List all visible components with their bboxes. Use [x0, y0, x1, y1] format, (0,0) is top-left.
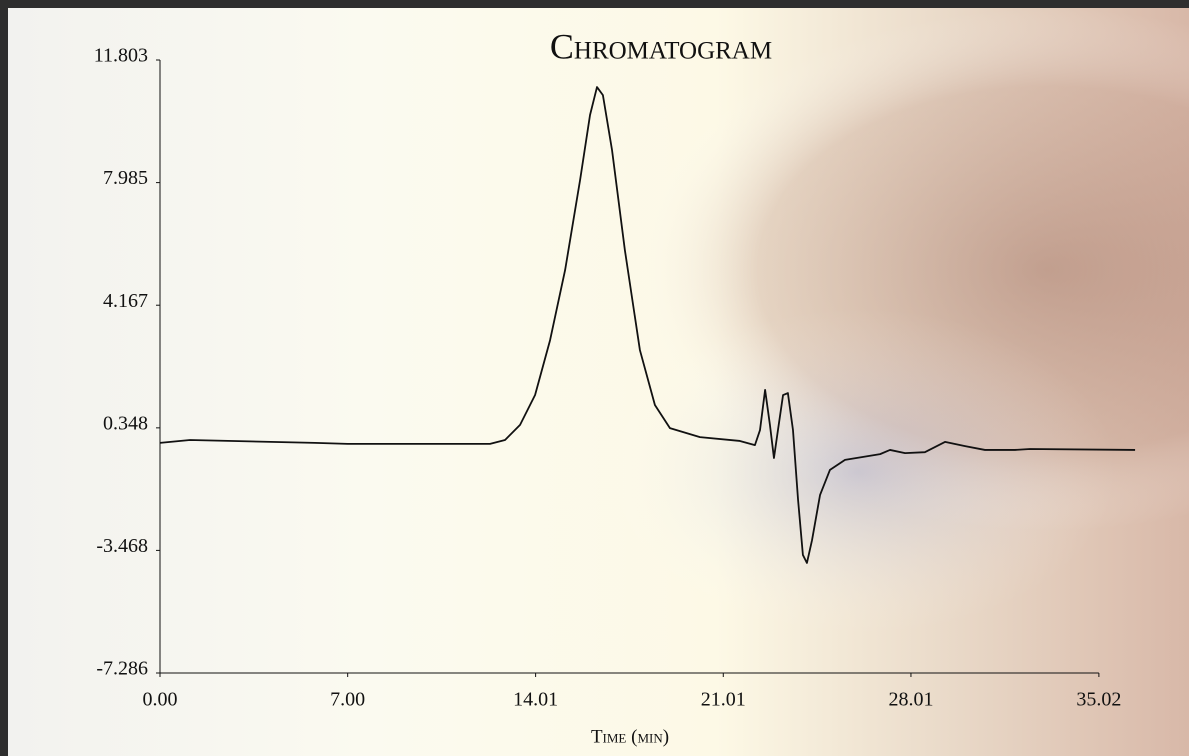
data-line: [159, 86, 1136, 564]
x-tick-label: 28.01: [888, 689, 933, 711]
x-axis-label: Time (min): [591, 726, 669, 747]
y-tick-label: 0.348: [103, 412, 148, 434]
chart-title: Chromatogram: [550, 26, 772, 66]
x-tick-label: 35.02: [1076, 689, 1121, 711]
x-tick-label: 7.00: [330, 689, 365, 711]
y-tick-label: -3.468: [96, 535, 148, 557]
x-tick-label: 14.01: [513, 689, 558, 711]
y-tick-label: -7.286: [96, 658, 148, 680]
background-tint: [8, 8, 1189, 756]
y-tick-label: 7.985: [103, 167, 148, 189]
x-tick-label: 0.00: [143, 689, 178, 711]
x-tick-label: 21.01: [701, 689, 746, 711]
y-tick-label: 11.803: [94, 45, 148, 67]
y-tick-label: 4.167: [103, 290, 148, 312]
